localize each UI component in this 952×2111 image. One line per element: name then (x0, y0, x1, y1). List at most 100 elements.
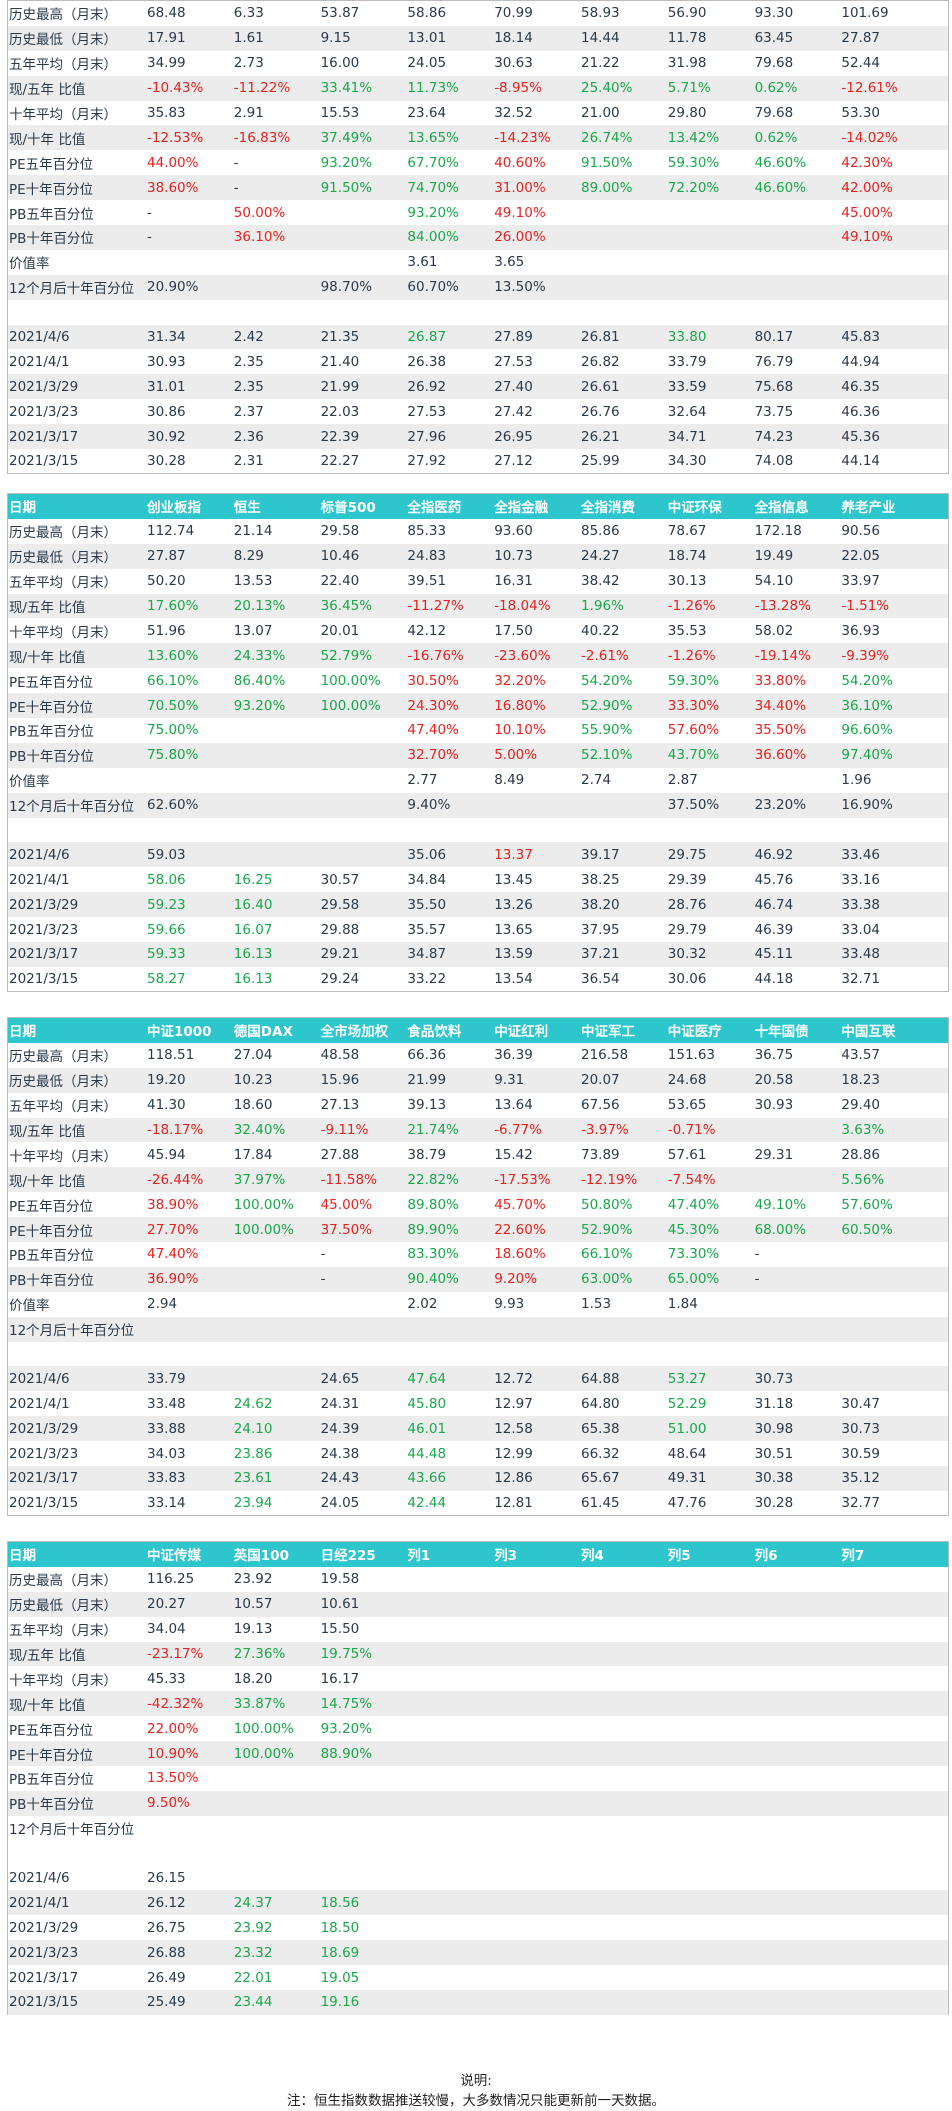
footer-note-title: 说明: (460, 2073, 492, 2089)
table-cell: -12.53% (147, 129, 204, 146)
table-row: 12个月后十年百分位 62.60% 9.40% 37.50% 23.20% 16.90% (8, 792, 948, 818)
table-row: PB十年百分位 75.80% 32.70% 5.00% 52.10% 43.70% 36.6… (8, 742, 948, 768)
table-cell: 46.39 (754, 921, 794, 938)
row-label: 历史最低（月末） (9, 1598, 117, 1615)
table-cell: 59.30% (667, 672, 720, 689)
table-row: 2021/3/17 30.92 2.36 22.39 27.96 26.95 26.21 34… (8, 424, 948, 450)
table-cell: 13.53 (233, 573, 273, 590)
row-label: 五年平均（月末） (9, 1099, 117, 1116)
table-cell: -14.02% (841, 129, 898, 146)
table-cell: 13.65 (494, 921, 533, 938)
table-cell: 33.30% (667, 697, 720, 714)
row-label: 2021/4/1 (9, 871, 70, 888)
table-cell: 35.12 (841, 1470, 881, 1487)
table-cell: 45.94 (147, 1146, 186, 1163)
table-cell: 112.74 (147, 523, 195, 540)
table-cell: 28.76 (667, 896, 707, 913)
table-cell: 12.99 (494, 1445, 533, 1462)
table-cell: 74.08 (754, 453, 794, 470)
table-cell: 9.15 (320, 30, 351, 47)
table-cell: 66.36 (407, 1047, 447, 1064)
table-cell: 38.79 (407, 1146, 447, 1163)
table-cell: 55.90% (580, 722, 633, 739)
table-cell: -6.77% (494, 1122, 542, 1138)
row-label: PE五年百分位 (9, 674, 94, 691)
table-row: 价值率 3.61 3.65 (8, 250, 948, 275)
table-cell: 35.83 (147, 105, 186, 121)
table-cell: 29.58 (320, 523, 360, 540)
header-col: 中证红利 (494, 1024, 549, 1041)
table-cell: 41.30 (147, 1097, 186, 1114)
table-cell: 34.87 (407, 946, 447, 963)
data-table-1: 历史最高（月末） 68.48 6.33 53.87 58.86 70.99 58.93 56.… (7, 0, 949, 475)
table-cell: 33.46 (841, 846, 881, 863)
row-label: 2021/3/17 (9, 1969, 79, 1986)
table-cell: 23.64 (407, 105, 447, 121)
table-cell: 67.70% (407, 154, 459, 171)
table-cell: - (233, 179, 239, 196)
table-cell: 19.16 (320, 1994, 360, 2011)
table-cell: 172.18 (754, 523, 802, 540)
table-row: 历史最高（月末） 112.74 21.14 29.58 85.33 93.60 85.86 7… (8, 519, 948, 544)
table-cell: 22.60% (494, 1221, 546, 1238)
table-cell: -11.58% (320, 1171, 377, 1188)
table-cell: 26.81 (580, 329, 620, 346)
table-row: 历史最低（月末） 27.87 8.29 10.46 24.83 10.73 24.27 18.… (8, 543, 948, 569)
row-label: 12个月后十年百分位 (9, 799, 135, 816)
table-cell: 59.23 (147, 896, 186, 913)
table-cell: 26.00% (494, 229, 546, 246)
header-col: 标普500 (320, 500, 376, 517)
table-cell: 45.83 (841, 329, 881, 346)
table-cell: 34.40% (754, 697, 807, 714)
table-cell: 37.97% (233, 1171, 286, 1188)
spacer-row (8, 300, 948, 325)
table-cell: 24.30% (407, 697, 459, 714)
row-label: PB十年百分位 (9, 231, 94, 248)
table-cell: -18.04% (494, 598, 551, 614)
table-cell: 2.94 (147, 1296, 178, 1313)
table-row: 12个月后十年百分位 (8, 1816, 948, 1841)
table-row: 五年平均（月末） 34.99 2.73 16.00 24.05 30.63 21.22 31.… (8, 51, 948, 76)
table-cell: 36.10% (233, 229, 286, 246)
table-cell: 13.42% (667, 129, 720, 146)
row-label: 2021/4/6 (9, 846, 70, 863)
table-cell: -7.54% (667, 1171, 716, 1188)
table-cell: 19.20 (147, 1072, 186, 1089)
table-cell: 36.93 (841, 622, 881, 639)
table-cell: 97.40% (841, 747, 893, 764)
table-cell: 65.00% (667, 1271, 720, 1288)
table-cell: 22.82% (407, 1171, 459, 1188)
table-row: 2021/3/17 59.33 16.13 29.21 34.87 13.59 37.21 3… (8, 942, 948, 967)
table-cell: 24.39 (320, 1420, 360, 1437)
table-cell: 27.04 (233, 1047, 273, 1064)
table-cell: 11.73% (407, 80, 459, 97)
row-label: 现/五年 比值 (9, 1124, 86, 1140)
table-cell: 9.50% (147, 1795, 190, 1812)
table-cell: -16.83% (233, 129, 291, 146)
table-cell: 29.24 (320, 971, 360, 988)
row-label: PB五年百分位 (9, 206, 94, 223)
table-row: 2021/3/29 31.01 2.35 21.99 26.92 27.40 26.61 33… (8, 374, 948, 400)
table-cell: 151.63 (667, 1047, 716, 1064)
table-cell: 2.91 (233, 105, 264, 121)
table-cell: 27.40 (494, 378, 533, 395)
table-cell: 29.75 (667, 846, 707, 863)
table-cell: 26.21 (580, 428, 620, 445)
row-label: PE五年百分位 (9, 1198, 94, 1215)
table-row: 五年平均（月末） 34.04 19.13 15.50 (8, 1617, 948, 1642)
row-label: 历史最高（月末） (9, 1049, 117, 1066)
table-cell: 10.57 (233, 1596, 273, 1613)
table-cell: 27.87 (841, 30, 881, 47)
table-cell: 46.60% (754, 154, 807, 171)
table-cell: 75.80% (147, 747, 199, 764)
table-cell: 33.16 (841, 871, 881, 888)
table-cell: 26.49 (147, 1969, 186, 1986)
table-cell: 5.56% (841, 1171, 885, 1188)
table-cell: -10.43% (147, 80, 204, 97)
table-cell: 26.75 (147, 1919, 186, 1936)
table-cell: 38.90% (147, 1196, 199, 1213)
table-cell: -8.95% (494, 80, 542, 97)
row-label: 2021/3/17 (9, 1470, 79, 1487)
table-row: 五年平均（月末） 41.30 18.60 27.13 39.13 13.64 67.56 53… (8, 1093, 948, 1118)
